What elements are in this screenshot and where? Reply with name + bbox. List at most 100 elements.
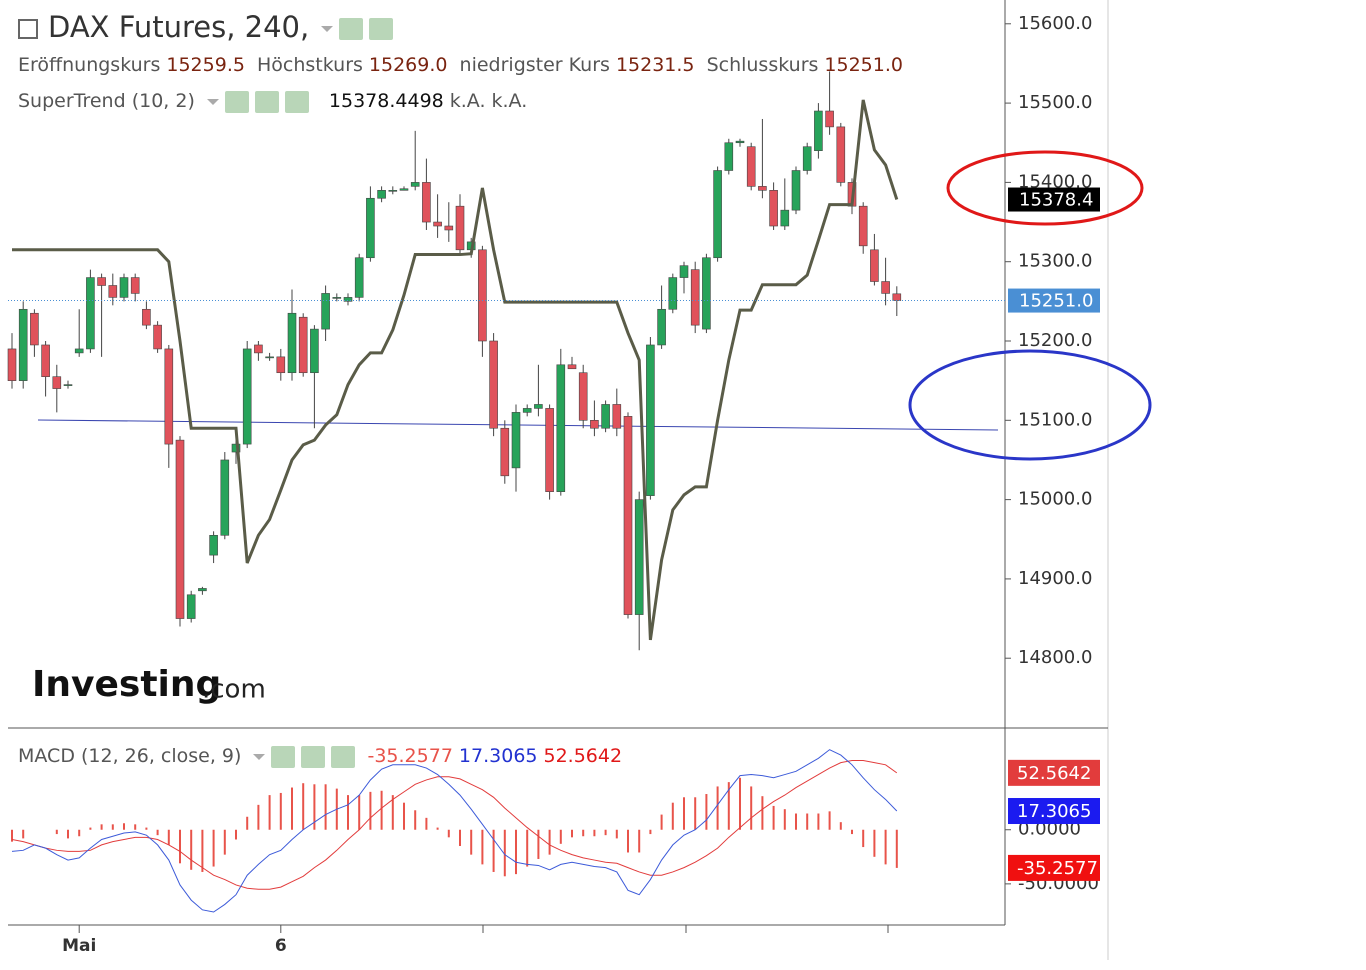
logo-suffix: .com	[202, 675, 266, 705]
dropdown[interactable]	[206, 98, 219, 105]
settings-icon[interactable]	[301, 745, 326, 768]
candle-body	[534, 404, 543, 409]
histogram-bar	[55, 829, 58, 835]
candle-body	[108, 285, 118, 298]
histogram-bar	[459, 829, 461, 846]
histogram-bar	[403, 802, 405, 830]
signal-line	[11, 759, 898, 890]
histogram-bar	[895, 829, 898, 868]
histogram-bar	[279, 792, 282, 830]
candle-body	[119, 277, 129, 298]
price-tag-label: 15251.0	[1019, 291, 1093, 312]
candle-body	[612, 404, 622, 429]
histogram-bar	[705, 794, 708, 830]
histogram-bar	[671, 802, 674, 830]
histogram-bar	[492, 829, 495, 872]
histogram-bar	[358, 795, 361, 830]
supertrend-row: SuperTrend (10, 2) 15378.4498 k.A. k.A.	[18, 90, 533, 113]
candle-body	[870, 249, 879, 282]
price-tag	[1008, 288, 1100, 313]
visibility-icon[interactable]	[271, 745, 296, 768]
histogram-value: -35.2577	[367, 745, 453, 767]
histogram-bar	[694, 797, 697, 830]
collapse-icon[interactable]	[18, 19, 38, 39]
ohlc-label: Eröffnungskurs	[18, 54, 161, 76]
histogram-bar	[268, 795, 271, 830]
histogram-bar	[223, 829, 226, 855]
candle-body	[41, 344, 50, 377]
histogram-bar	[257, 804, 260, 830]
histogram-bar	[179, 829, 181, 864]
candle-body	[30, 312, 39, 346]
remove-icon[interactable]	[331, 745, 356, 768]
logo: Investing	[32, 664, 221, 705]
dropdown[interactable]	[321, 26, 334, 32]
histogram-bar	[884, 829, 887, 865]
histogram-bar	[100, 824, 103, 830]
highlight-ellipse	[946, 150, 1144, 226]
candle-body	[623, 416, 633, 615]
histogram-bar	[862, 829, 865, 848]
histogram-bar	[873, 829, 876, 857]
candle-body	[657, 308, 666, 346]
histogram-bar	[313, 784, 316, 830]
histogram-bar	[761, 796, 764, 830]
y-tick-label: 15600.0	[1018, 13, 1092, 34]
histogram-bar	[739, 777, 741, 830]
title: DAX Futures, 240,	[48, 10, 310, 44]
ohlc-value: 15259.5	[166, 54, 245, 76]
histogram-bar	[649, 829, 652, 835]
ohlc-label: niedrigster Kurs	[459, 54, 610, 76]
ohlc-value: 15231.5	[615, 54, 695, 76]
histogram-bar	[817, 813, 820, 830]
visibility-icon[interactable]	[224, 90, 249, 113]
candle-body	[399, 188, 409, 191]
dropdown[interactable]	[253, 753, 266, 760]
histogram-bar	[145, 827, 148, 830]
histogram-bar	[291, 787, 293, 830]
histogram-bar	[851, 829, 853, 835]
histogram-bar	[503, 829, 506, 877]
candle-body	[668, 277, 678, 310]
histogram-bar	[582, 829, 585, 837]
histogram-bar	[123, 823, 125, 830]
candle-body	[892, 293, 902, 301]
candle-body	[287, 312, 297, 374]
histogram-bar	[839, 822, 842, 830]
y-tick-label: 15300.0	[1018, 251, 1092, 272]
candle-body	[366, 197, 375, 259]
histogram-bar	[324, 784, 327, 830]
histogram-bar	[615, 829, 618, 839]
candle-body	[7, 348, 17, 381]
remove-icon[interactable]	[284, 90, 309, 113]
histogram-bar	[190, 829, 193, 870]
indicator-value: k.A.	[449, 90, 486, 112]
candle-body	[186, 594, 196, 619]
histogram-bar	[134, 824, 137, 830]
histogram-tag	[1008, 854, 1100, 881]
candle-body	[634, 499, 644, 615]
ohlc-row: Eröffnungskurs 15259.5 Höchstkurs 15269.0 …	[18, 54, 909, 76]
y-tick-label: 14800.0	[1018, 647, 1092, 668]
ohlc-label: Höchstkurs	[257, 54, 363, 76]
candle-body	[489, 340, 498, 429]
candle-body	[130, 277, 140, 294]
signal-tag	[1008, 759, 1100, 786]
settings-icon[interactable]	[254, 90, 279, 113]
candle-body	[52, 376, 62, 389]
candle-body	[578, 372, 588, 421]
candle-body	[18, 308, 28, 381]
candle-body	[590, 420, 599, 429]
settings-icon[interactable]	[369, 18, 394, 40]
histogram-bar	[593, 829, 596, 837]
indicator-label: SuperTrend (10, 2)	[18, 90, 195, 112]
highlight-ellipse	[908, 349, 1152, 461]
macd-tag-label: 17.3065	[1017, 801, 1091, 822]
visibility-icon[interactable]	[339, 18, 364, 40]
candle-body	[769, 190, 778, 227]
histogram-bar	[604, 829, 607, 836]
histogram-bar	[22, 829, 25, 839]
indicator-value: k.A.	[491, 90, 528, 112]
histogram-bar	[89, 827, 92, 830]
candle-body	[276, 356, 286, 374]
